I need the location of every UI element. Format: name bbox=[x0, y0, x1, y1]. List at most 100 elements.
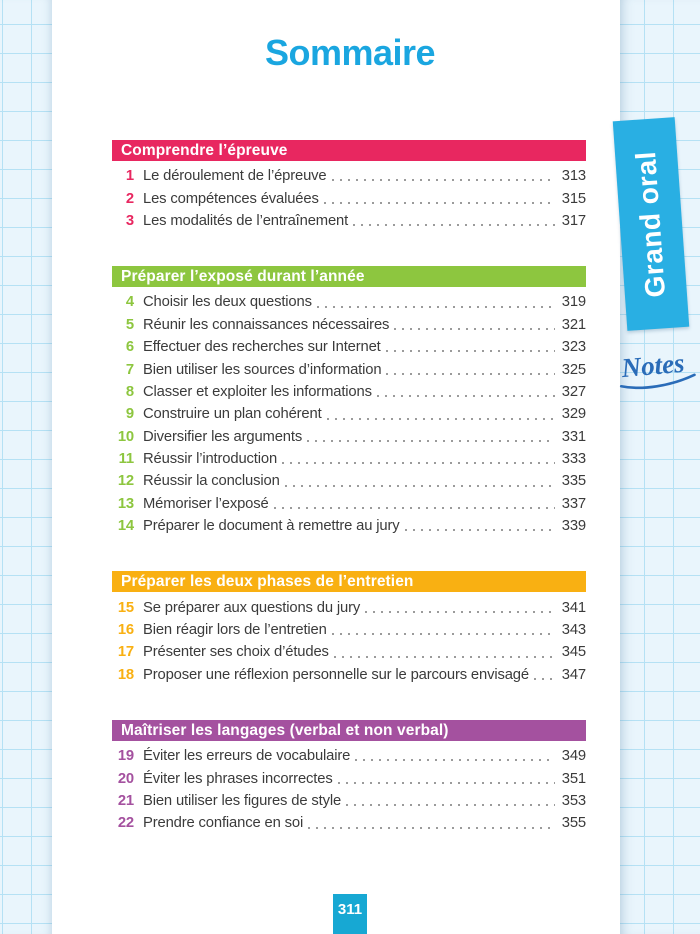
toc-entry: 5 Réunir les connaissances nécessaires 321 bbox=[112, 314, 586, 336]
section-header: Préparer les deux phases de l’entretien bbox=[112, 571, 586, 593]
toc-section: Préparer les deux phases de l’entretien 1… bbox=[112, 571, 586, 686]
entry-number: 13 bbox=[117, 495, 134, 512]
entry-title: Les modalités de l’entraînement bbox=[143, 212, 349, 229]
entry-page: 347 bbox=[561, 666, 586, 683]
entry-page: 321 bbox=[561, 316, 586, 333]
entry-page: 337 bbox=[561, 495, 586, 512]
toc-entry: 1 Le déroulement de l’épreuve 313 bbox=[112, 165, 586, 187]
toc-entry: 22 Prendre confiance en soi 355 bbox=[112, 812, 586, 834]
page-title: Sommaire bbox=[264, 32, 436, 73]
entry-number: 3 bbox=[125, 212, 134, 229]
entry-page: 349 bbox=[561, 748, 586, 765]
entry-number: 6 bbox=[125, 339, 134, 356]
dot-leader bbox=[273, 507, 555, 510]
toc-entry: 10 Diversifier les arguments 331 bbox=[112, 426, 586, 448]
entry-number: 18 bbox=[117, 666, 134, 683]
entry-title: Réunir les connaissances nécessaires bbox=[143, 316, 390, 333]
entry-title: Présenter ses choix d’études bbox=[143, 644, 329, 661]
table-of-contents: Comprendre l’épreuve 1 Le déroulement de l… bbox=[112, 140, 586, 835]
entry-page: 331 bbox=[561, 428, 586, 445]
section-entries: 4 Choisir les deux questions 319 5 Réunir le… bbox=[112, 287, 586, 537]
entry-page: 327 bbox=[561, 383, 586, 400]
entry-number: 4 bbox=[125, 294, 134, 311]
section-entries: 15 Se préparer aux questions du jury 341 16… bbox=[112, 592, 586, 686]
entry-number: 9 bbox=[125, 406, 134, 423]
dot-leader bbox=[404, 529, 555, 532]
entry-title: Construire un plan cohérent bbox=[143, 406, 322, 423]
dot-leader bbox=[333, 655, 555, 658]
entry-page: 351 bbox=[561, 770, 586, 787]
dot-leader bbox=[326, 417, 555, 420]
entry-number: 17 bbox=[117, 644, 134, 661]
entry-number: 10 bbox=[117, 428, 134, 445]
page-number: 311 bbox=[333, 894, 367, 934]
section-entries: 19 Éviter les erreurs de vocabulaire 349 20… bbox=[112, 741, 586, 835]
entry-page: 329 bbox=[561, 406, 586, 423]
entry-title: Diversifier les arguments bbox=[143, 428, 303, 445]
toc-entry: 18 Proposer une réflexion personnelle sur… bbox=[112, 664, 586, 686]
toc-entry: 2 Les compétences évaluées 315 bbox=[112, 187, 586, 209]
entry-title: Éviter les erreurs de vocabulaire bbox=[143, 748, 351, 765]
toc-entry: 6 Effectuer des recherches sur Internet 32… bbox=[112, 336, 586, 358]
toc-entry: 20 Éviter les phrases incorrectes 351 bbox=[112, 767, 586, 789]
entry-number: 1 bbox=[125, 168, 134, 185]
entry-title: Éviter les phrases incorrectes bbox=[143, 770, 333, 787]
entry-page: 339 bbox=[561, 518, 586, 535]
dot-leader bbox=[316, 305, 555, 308]
section-header: Comprendre l’épreuve bbox=[112, 140, 586, 161]
dot-leader bbox=[365, 610, 555, 613]
entry-title: Le déroulement de l’épreuve bbox=[143, 168, 327, 185]
toc-entry: 19 Éviter les erreurs de vocabulaire 349 bbox=[112, 745, 586, 767]
entry-number: 12 bbox=[117, 473, 134, 490]
entry-title: Choisir les deux questions bbox=[143, 294, 312, 311]
dot-leader bbox=[355, 759, 555, 762]
svg-text:Notes: Notes bbox=[619, 348, 685, 383]
dot-leader bbox=[331, 179, 555, 182]
toc-entry: 17 Présenter ses choix d’études 345 bbox=[112, 641, 586, 663]
dot-leader bbox=[394, 327, 555, 330]
toc-entry: 14 Préparer le document à remettre au jur… bbox=[112, 515, 586, 537]
entry-number: 22 bbox=[117, 815, 134, 832]
notes-handwriting: Notes bbox=[619, 348, 696, 390]
entry-page: 319 bbox=[561, 294, 586, 311]
entry-number: 20 bbox=[117, 770, 134, 787]
section-header: Préparer l’exposé durant l’année bbox=[112, 266, 586, 288]
entry-title: Préparer le document à remettre au jury bbox=[143, 518, 400, 535]
notes-label: Notes bbox=[614, 342, 700, 399]
entry-number: 5 bbox=[125, 316, 134, 333]
dot-leader bbox=[533, 678, 555, 681]
dot-leader bbox=[346, 804, 555, 807]
toc-entry: 11 Réussir l’introduction 333 bbox=[112, 448, 586, 470]
entry-page: 313 bbox=[561, 168, 586, 185]
entry-title: Les compétences évaluées bbox=[143, 190, 319, 207]
toc-entry: 8 Classer et exploiter les informations 32… bbox=[112, 381, 586, 403]
entry-number: 11 bbox=[118, 451, 134, 468]
entry-title: Proposer une réflexion personnelle sur l… bbox=[143, 666, 529, 683]
page-number-value: 311 bbox=[337, 901, 363, 918]
entry-page: 355 bbox=[561, 815, 586, 832]
toc-entry: 13 Mémoriser l’exposé 337 bbox=[112, 493, 586, 515]
entry-title: Réussir l’introduction bbox=[143, 451, 278, 468]
entry-page: 335 bbox=[561, 473, 586, 490]
entry-number: 21 bbox=[117, 793, 134, 809]
dot-leader bbox=[331, 633, 555, 636]
entry-page: 341 bbox=[561, 599, 586, 616]
dot-leader bbox=[376, 395, 555, 398]
entry-number: 7 bbox=[125, 361, 134, 378]
entry-page: 353 bbox=[561, 793, 586, 809]
entry-title: Effectuer des recherches sur Internet bbox=[143, 339, 381, 356]
dot-leader bbox=[385, 350, 555, 353]
entry-page: 343 bbox=[561, 622, 586, 639]
toc-entry: 21 Bien utiliser les figures de style 353 bbox=[112, 790, 586, 812]
toc-entry: 7 Bien utiliser les sources d’information… bbox=[112, 358, 586, 380]
toc-section: Préparer l’exposé durant l’année 4 Choisir… bbox=[112, 266, 586, 537]
dot-leader bbox=[323, 201, 555, 204]
entry-title: Bien utiliser les sources d’information bbox=[143, 361, 382, 378]
entry-title: Classer et exploiter les informations bbox=[143, 383, 372, 400]
entry-number: 16 bbox=[117, 622, 134, 639]
dot-leader bbox=[282, 462, 555, 465]
notebook-grid-left bbox=[0, 0, 52, 934]
section-header: Maîtriser les langages (verbal et non ve… bbox=[112, 720, 586, 742]
chapter-tab-label: Grand oral bbox=[629, 149, 672, 299]
